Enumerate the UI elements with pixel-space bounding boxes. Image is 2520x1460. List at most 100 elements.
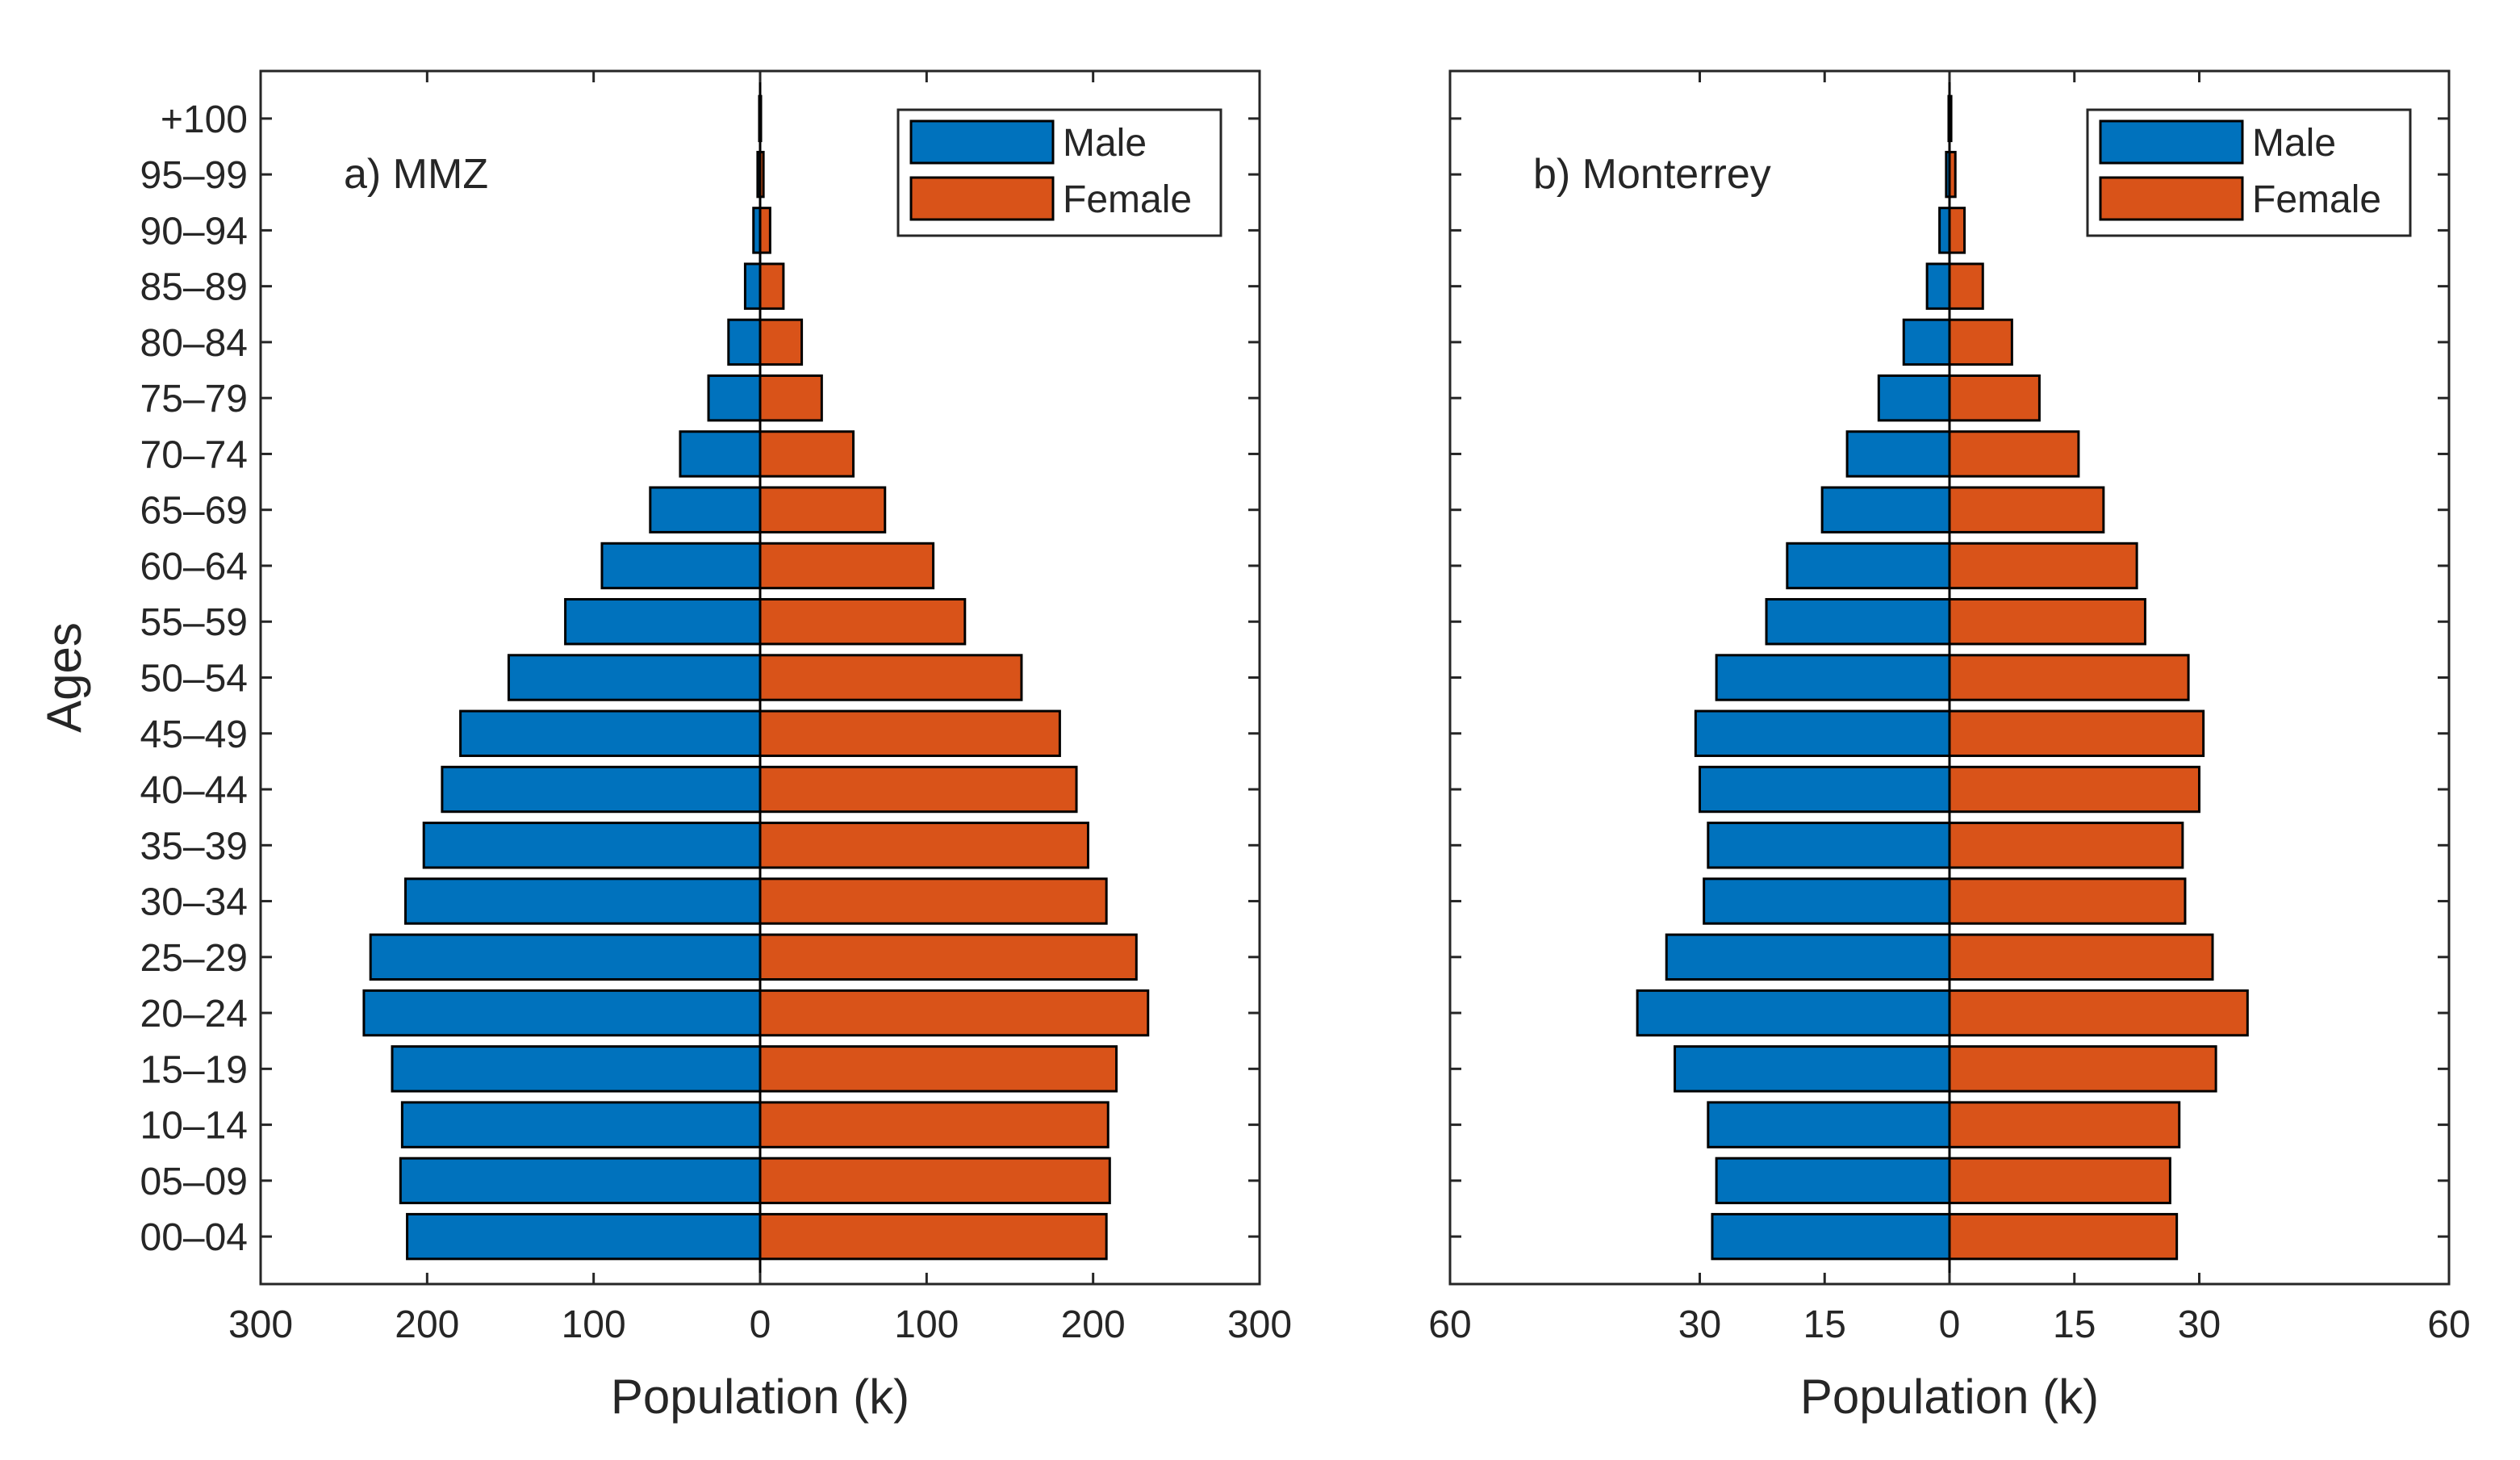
bar-female-65–69 bbox=[1948, 486, 2105, 533]
x-tick-label: 300 bbox=[228, 1303, 293, 1346]
bar-female-90–94 bbox=[759, 207, 771, 254]
x-tick-label: 15 bbox=[2053, 1303, 2096, 1346]
y-tick-label: 40–44 bbox=[140, 769, 248, 812]
bar-male-10–14 bbox=[1707, 1101, 1951, 1148]
legend: Male Female bbox=[2086, 108, 2412, 237]
bar-female-50–54 bbox=[1948, 654, 2190, 701]
y-tick-label: 35–39 bbox=[140, 825, 248, 868]
bar-female-60–64 bbox=[1948, 542, 2138, 590]
bar-male-50–54 bbox=[1715, 654, 1951, 701]
bar-male-00–04 bbox=[406, 1212, 762, 1261]
bar-male-70–74 bbox=[1845, 430, 1951, 478]
x-tick-label: 15 bbox=[1803, 1303, 1846, 1346]
bar-male-70–74 bbox=[679, 430, 762, 478]
bar-male-60–64 bbox=[600, 542, 762, 590]
bar-female-10–14 bbox=[759, 1101, 1110, 1148]
bar-female-45–49 bbox=[759, 709, 1061, 757]
bar-male-40–44 bbox=[1699, 765, 1951, 814]
bar-female-80–84 bbox=[759, 318, 804, 366]
bar-male-25–29 bbox=[369, 933, 762, 981]
panel-label: b) Monterrey bbox=[1533, 151, 1771, 198]
bar-male-30–34 bbox=[404, 877, 762, 925]
bar-male-20–24 bbox=[362, 989, 762, 1037]
bar-male-40–44 bbox=[441, 765, 762, 814]
bar-male-45–49 bbox=[1694, 709, 1951, 757]
y-tick-label: 50–54 bbox=[140, 658, 248, 701]
legend-swatch-male bbox=[909, 119, 1055, 165]
x-tick-label: 200 bbox=[395, 1303, 459, 1346]
x-tick-label: 0 bbox=[1939, 1303, 1961, 1346]
chart-panel-1: 300 200 100 0 100 200 300 00–04 05–09 10–14 15–19 2… bbox=[37, 69, 1292, 1424]
legend-label-female: Female bbox=[1063, 178, 1192, 221]
bar-female-30–34 bbox=[1948, 877, 2187, 925]
y-tick-label: 25–29 bbox=[140, 937, 248, 980]
y-tick-label: 10–14 bbox=[140, 1105, 248, 1148]
bar-female-55–59 bbox=[759, 598, 967, 646]
bar-female-00–04 bbox=[1948, 1212, 2179, 1261]
legend-swatch-female bbox=[2099, 176, 2244, 221]
y-tick-label: 55–59 bbox=[140, 601, 248, 644]
bar-female-20–24 bbox=[1948, 989, 2249, 1037]
y-tick-label: 65–69 bbox=[140, 490, 248, 533]
x-tick-label: 30 bbox=[2178, 1303, 2221, 1346]
bar-female-35–39 bbox=[1948, 822, 2184, 869]
y-axis-title: Ages bbox=[37, 622, 91, 733]
y-tick-label: 15–19 bbox=[140, 1048, 248, 1091]
bar-male-00–04 bbox=[1711, 1212, 1951, 1261]
bar-female-50–54 bbox=[759, 654, 1023, 701]
bar-female-85–89 bbox=[759, 262, 785, 310]
y-tick-label: 30–34 bbox=[140, 881, 248, 924]
bar-female-20–24 bbox=[759, 989, 1150, 1037]
bar-female-85–89 bbox=[1948, 262, 1984, 310]
chart-panel-2: 60 30 15 0 15 30 60 Population (k) b) Monterrey M… bbox=[1428, 69, 2471, 1424]
y-tick-label: 20–24 bbox=[140, 993, 248, 1035]
bar-male-15–19 bbox=[1674, 1045, 1951, 1093]
y-tick-label: +100 bbox=[161, 98, 248, 141]
y-tick-label: 80–84 bbox=[140, 322, 248, 365]
bar-male-55–59 bbox=[1765, 598, 1951, 646]
legend: Male Female bbox=[896, 108, 1222, 237]
bar-male-75–79 bbox=[1877, 374, 1951, 422]
bar-male-35–39 bbox=[422, 822, 762, 869]
y-tick-label: 90–94 bbox=[140, 210, 248, 253]
bar-female-25–29 bbox=[1948, 933, 2214, 981]
bar-female-00–04 bbox=[759, 1212, 1108, 1261]
x-tick-label: 30 bbox=[1678, 1303, 1721, 1346]
x-axis-title: Population (k) bbox=[611, 1370, 909, 1424]
y-tick-label: 60–64 bbox=[140, 546, 248, 588]
bar-female-05–09 bbox=[759, 1157, 1111, 1205]
bar-female-65–69 bbox=[759, 486, 887, 533]
y-tick-label: 85–89 bbox=[140, 266, 248, 309]
bar-female-70–74 bbox=[1948, 430, 2080, 478]
bar-male-15–19 bbox=[391, 1045, 762, 1093]
bar-male-50–54 bbox=[507, 654, 762, 701]
y-tick-label: 95–99 bbox=[140, 154, 248, 197]
bar-female-30–34 bbox=[759, 877, 1108, 925]
y-tick-label: 75–79 bbox=[140, 378, 248, 420]
bar-male-45–49 bbox=[459, 709, 762, 757]
bar-female-25–29 bbox=[759, 933, 1138, 981]
legend-label-female: Female bbox=[2252, 178, 2381, 221]
x-axis-title: Population (k) bbox=[1800, 1370, 2099, 1424]
bar-male-20–24 bbox=[1636, 989, 1951, 1037]
panel-label: a) MMZ bbox=[344, 151, 488, 198]
legend-swatch-female bbox=[909, 176, 1055, 221]
bar-male-90–94 bbox=[1938, 207, 1951, 254]
x-tick-label: 60 bbox=[2427, 1303, 2470, 1346]
bar-male-85–89 bbox=[743, 262, 762, 310]
y-tick-label: 70–74 bbox=[140, 433, 248, 476]
panels: 300 200 100 0 100 200 30000–0405–0910–1415–192… bbox=[37, 69, 2471, 1424]
x-tick-label: 60 bbox=[1428, 1303, 1471, 1346]
bar-female-35–39 bbox=[759, 822, 1089, 869]
bar-male-25–29 bbox=[1665, 933, 1951, 981]
bar-female-40–44 bbox=[759, 765, 1078, 814]
bar-male-05–09 bbox=[1715, 1157, 1951, 1205]
bar-female-70–74 bbox=[759, 430, 855, 478]
legend-swatch-male bbox=[2099, 119, 2244, 165]
legend-label-male: Male bbox=[2252, 122, 2336, 165]
bar-female-10–14 bbox=[1948, 1101, 2181, 1148]
x-tick-label: 200 bbox=[1061, 1303, 1126, 1346]
bar-male-05–09 bbox=[399, 1157, 762, 1205]
bar-female-55–59 bbox=[1948, 598, 2146, 646]
